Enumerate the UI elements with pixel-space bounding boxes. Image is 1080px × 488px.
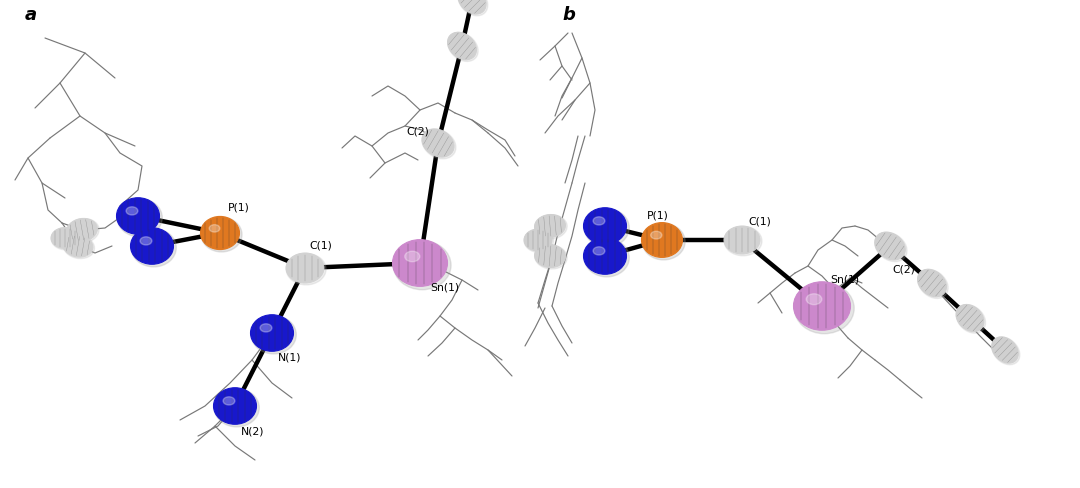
Ellipse shape xyxy=(918,269,946,297)
Ellipse shape xyxy=(131,228,176,267)
Ellipse shape xyxy=(584,208,630,247)
Ellipse shape xyxy=(448,33,478,61)
Text: N(1): N(1) xyxy=(278,353,301,363)
Ellipse shape xyxy=(724,226,760,254)
Ellipse shape xyxy=(117,198,160,234)
Ellipse shape xyxy=(918,269,948,299)
Text: C(2): C(2) xyxy=(892,264,915,274)
Ellipse shape xyxy=(67,218,97,242)
Ellipse shape xyxy=(224,397,234,405)
Ellipse shape xyxy=(126,207,138,215)
Ellipse shape xyxy=(535,214,566,238)
Ellipse shape xyxy=(593,217,605,225)
Ellipse shape xyxy=(535,245,567,269)
Ellipse shape xyxy=(794,282,851,330)
Ellipse shape xyxy=(458,0,488,16)
Ellipse shape xyxy=(806,294,822,305)
Ellipse shape xyxy=(286,253,326,285)
Ellipse shape xyxy=(117,199,162,237)
Ellipse shape xyxy=(51,227,79,248)
Ellipse shape xyxy=(210,224,220,232)
Ellipse shape xyxy=(524,229,552,251)
Ellipse shape xyxy=(422,129,454,157)
Ellipse shape xyxy=(392,240,447,286)
Ellipse shape xyxy=(251,315,294,351)
Ellipse shape xyxy=(875,232,907,262)
Ellipse shape xyxy=(51,228,81,250)
Ellipse shape xyxy=(583,208,626,244)
Ellipse shape xyxy=(131,228,174,264)
Ellipse shape xyxy=(956,305,984,331)
Ellipse shape xyxy=(535,244,566,267)
Text: C(1): C(1) xyxy=(309,241,332,251)
Ellipse shape xyxy=(447,32,476,60)
Text: a: a xyxy=(25,6,37,24)
Ellipse shape xyxy=(642,223,683,258)
Ellipse shape xyxy=(286,253,324,283)
Ellipse shape xyxy=(201,216,240,249)
Text: b: b xyxy=(562,6,575,24)
Ellipse shape xyxy=(405,251,420,262)
Ellipse shape xyxy=(991,337,1018,363)
Ellipse shape xyxy=(991,337,1020,365)
Text: P(1): P(1) xyxy=(228,203,249,213)
Ellipse shape xyxy=(795,283,854,334)
Ellipse shape xyxy=(201,217,242,252)
Text: Sn(1): Sn(1) xyxy=(831,274,859,284)
Ellipse shape xyxy=(67,219,99,243)
Ellipse shape xyxy=(593,247,605,255)
Ellipse shape xyxy=(584,239,630,277)
Ellipse shape xyxy=(650,231,662,239)
Ellipse shape xyxy=(64,235,95,259)
Ellipse shape xyxy=(458,0,486,14)
Text: P(1): P(1) xyxy=(647,210,669,220)
Ellipse shape xyxy=(63,235,93,257)
Ellipse shape xyxy=(583,238,626,274)
Ellipse shape xyxy=(725,226,762,256)
Text: N(2): N(2) xyxy=(241,426,265,436)
Ellipse shape xyxy=(393,241,451,290)
Ellipse shape xyxy=(643,224,685,260)
Ellipse shape xyxy=(524,229,554,252)
Ellipse shape xyxy=(214,388,257,424)
Ellipse shape xyxy=(260,324,272,332)
Ellipse shape xyxy=(214,388,259,427)
Text: C(2): C(2) xyxy=(406,127,429,137)
Text: Sn(1): Sn(1) xyxy=(430,283,459,293)
Ellipse shape xyxy=(956,305,986,333)
Ellipse shape xyxy=(535,215,567,239)
Ellipse shape xyxy=(140,237,152,245)
Ellipse shape xyxy=(422,129,456,159)
Text: C(1): C(1) xyxy=(748,216,771,226)
Ellipse shape xyxy=(252,316,296,354)
Ellipse shape xyxy=(875,232,905,260)
